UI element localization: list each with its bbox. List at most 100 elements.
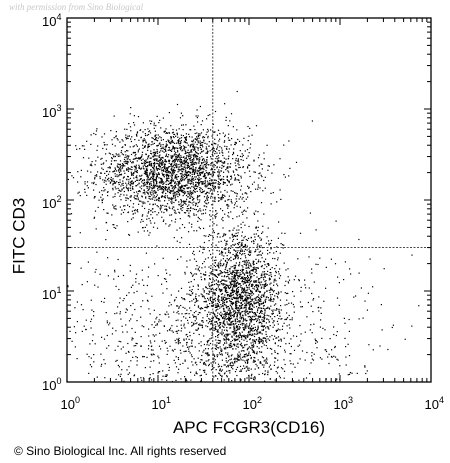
event-point-pop1 (224, 161, 226, 163)
event-point-pop1 (179, 141, 181, 143)
event-point-pop2 (239, 344, 241, 346)
event-point-pop1 (217, 158, 219, 160)
event-point-pop1 (197, 140, 199, 142)
event-point-pop1 (236, 200, 238, 202)
event-point-pop2 (236, 252, 238, 254)
event-point-pop2 (242, 368, 244, 370)
event-point-pop2 (261, 333, 263, 335)
event-point-pop3 (247, 294, 249, 296)
event-point-pop2 (193, 316, 195, 318)
event-point-pop2 (264, 359, 266, 361)
event-point-pop3 (106, 322, 108, 324)
event-point-pop2 (261, 286, 263, 288)
event-point-pop3 (73, 326, 75, 328)
event-point-pop2 (245, 285, 247, 287)
event-point-pop1 (159, 154, 161, 156)
event-point-pop1 (197, 205, 199, 207)
event-point-pop2 (255, 226, 257, 228)
event-point-pop1 (230, 211, 232, 213)
event-point-pop1 (124, 151, 126, 153)
event-point-pop2 (229, 327, 231, 329)
event-point-pop3 (156, 324, 158, 326)
event-point-pop1 (181, 209, 183, 212)
event-point-pop3 (230, 301, 232, 303)
event-point-pop1 (168, 149, 170, 151)
event-point-pop1 (192, 168, 194, 171)
event-point-pop2 (266, 296, 268, 298)
event-point-pop1 (159, 161, 161, 163)
event-point-pop2 (221, 265, 223, 267)
event-point-pop3 (276, 367, 278, 369)
event-point-pop3 (214, 314, 216, 316)
event-point-pop2 (240, 295, 242, 297)
event-point-pop1 (191, 192, 193, 194)
event-point-pop1 (172, 198, 174, 200)
event-point-pop1 (110, 163, 112, 165)
event-point-pop1 (183, 175, 186, 178)
event-point-pop1 (163, 196, 165, 198)
event-point-pop2 (239, 286, 241, 288)
event-point-pop2 (206, 293, 208, 295)
event-point-pop1 (190, 164, 192, 166)
event-point-pop1 (136, 191, 138, 193)
event-point-pop1 (167, 197, 169, 199)
event-point-pop2 (226, 258, 228, 260)
event-point-pop2 (243, 334, 245, 336)
event-point-pop1 (175, 187, 177, 189)
event-point-pop2 (198, 312, 200, 314)
event-point-pop3 (251, 348, 253, 350)
event-point-pop2 (219, 290, 221, 293)
event-point-pop2 (225, 276, 228, 278)
event-point-pop1 (170, 179, 172, 181)
event-point-pop1 (119, 195, 121, 197)
event-point-pop2 (246, 245, 248, 247)
event-point-pop2 (218, 273, 220, 275)
event-point-pop2 (240, 344, 242, 346)
event-point-pop1 (186, 205, 189, 207)
event-point-pop2 (253, 361, 255, 363)
event-point-pop1 (206, 206, 208, 208)
event-point-pop1 (163, 182, 165, 184)
event-point-pop2 (243, 273, 245, 275)
event-point-pop1 (160, 180, 162, 182)
event-point-pop2 (244, 298, 246, 300)
event-point-pop1 (263, 179, 265, 182)
event-point-pop2 (250, 280, 252, 282)
event-point-pop2 (211, 302, 213, 304)
event-point-pop1 (197, 121, 199, 123)
event-point-pop1 (169, 189, 171, 192)
event-point-pop2 (235, 289, 238, 291)
event-point-pop2 (250, 357, 252, 360)
event-point-pop2 (261, 266, 263, 268)
event-point-pop1 (144, 145, 146, 147)
event-point-pop1 (234, 204, 236, 206)
event-point-pop1 (133, 196, 135, 198)
event-point-pop2 (265, 322, 267, 324)
event-point-pop2 (217, 319, 220, 321)
event-point-pop1 (184, 166, 186, 168)
event-point-pop1 (283, 144, 285, 146)
event-point-pop1 (133, 210, 135, 212)
event-point-pop1 (158, 155, 160, 157)
event-point-pop1 (177, 189, 179, 191)
event-point-pop1 (139, 191, 141, 193)
event-point-pop2 (256, 288, 259, 290)
event-point-pop1 (232, 151, 235, 153)
event-point-pop1 (177, 208, 179, 210)
event-point-pop1 (191, 186, 193, 188)
event-point-pop1 (192, 161, 194, 163)
event-point-pop1 (153, 190, 155, 192)
event-point-pop2 (234, 235, 236, 237)
event-point-pop1 (152, 203, 154, 205)
event-point-pop2 (197, 306, 199, 308)
event-point-pop3 (235, 348, 237, 350)
event-point-pop1 (160, 196, 163, 198)
event-point-pop1 (155, 173, 157, 175)
event-point-pop1 (204, 173, 206, 175)
event-point-pop2 (224, 314, 226, 316)
event-point-pop1 (180, 169, 182, 171)
event-point-pop1 (169, 224, 171, 226)
event-point-pop2 (234, 255, 236, 257)
event-point-pop1 (155, 137, 157, 139)
event-point-pop2 (215, 316, 217, 318)
